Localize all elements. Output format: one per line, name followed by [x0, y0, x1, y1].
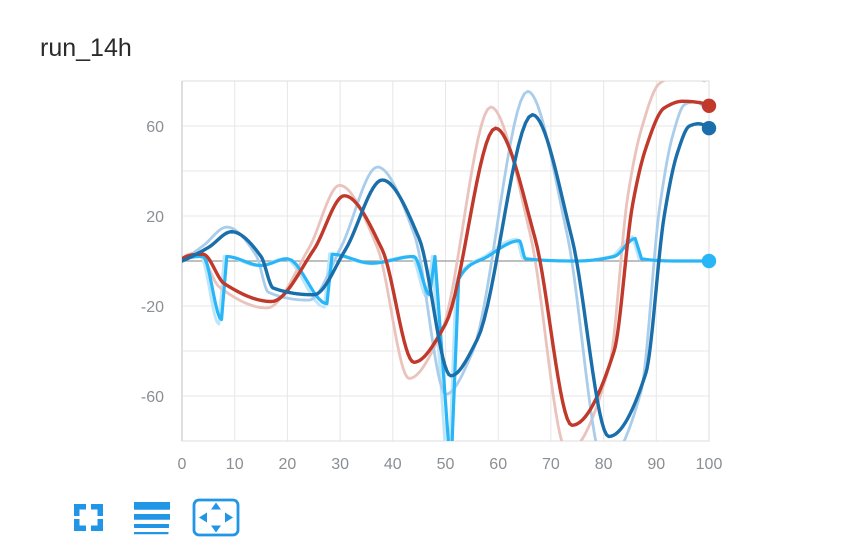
svg-text:-20: -20: [141, 299, 164, 316]
svg-text:100: 100: [696, 456, 723, 473]
svg-text:0: 0: [178, 456, 187, 473]
svg-text:20: 20: [279, 456, 297, 473]
svg-text:60: 60: [146, 119, 164, 136]
svg-text:50: 50: [437, 456, 455, 473]
svg-text:20: 20: [146, 209, 164, 226]
svg-text:60: 60: [489, 456, 507, 473]
svg-text:-60: -60: [141, 389, 164, 406]
svg-text:80: 80: [595, 456, 613, 473]
svg-text:90: 90: [647, 456, 665, 473]
svg-text:70: 70: [542, 456, 560, 473]
svg-text:30: 30: [331, 456, 349, 473]
svg-text:10: 10: [226, 456, 244, 473]
svg-text:40: 40: [384, 456, 402, 473]
